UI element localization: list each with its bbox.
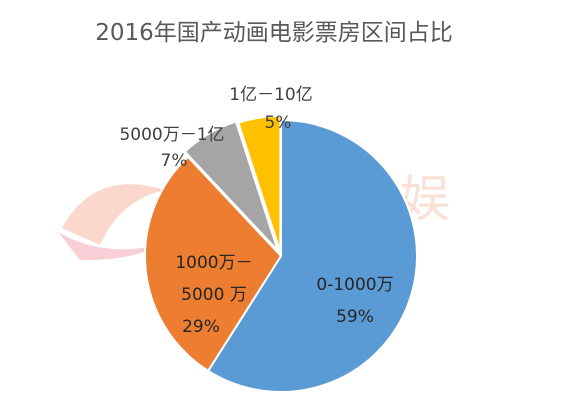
slice-labels: 0-1000万 59% 1000万－ 5000 万 29% 5000万－1亿 7…: [119, 85, 393, 337]
slice-value-2: 7%: [161, 151, 188, 171]
slice-value-0: 59%: [336, 307, 374, 327]
pie-slices: [144, 115, 418, 393]
slice-label-2: 5000万－1亿: [119, 125, 224, 145]
slice-value-1: 29%: [182, 317, 220, 337]
slice-label-1-line1: 1000万－: [175, 253, 252, 273]
pie-slice-3: [237, 115, 282, 253]
slice-label-3: 1亿－10亿: [229, 85, 312, 105]
pie-slice-0: [206, 118, 418, 393]
pie-slice-2: [183, 120, 279, 252]
chart-title: 2016年国产动画电影票房区间占比: [95, 20, 453, 46]
pie-slice-1: [144, 155, 283, 373]
slice-value-3: 5%: [265, 113, 292, 133]
logo-icon: [58, 184, 175, 261]
slice-label-0: 0-1000万: [316, 275, 393, 295]
slice-label-1-line2: 5000 万: [181, 285, 247, 305]
